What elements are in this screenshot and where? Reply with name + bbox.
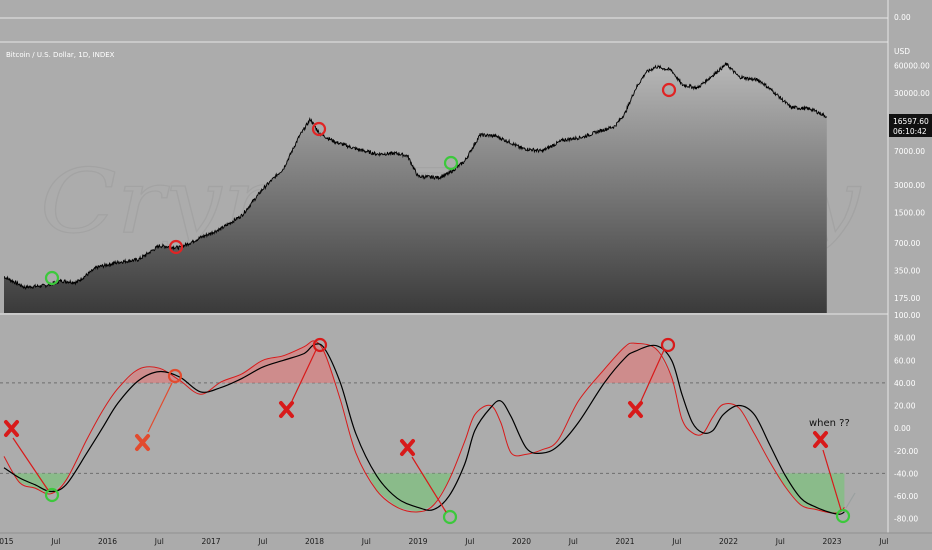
- oscillator-zone: [594, 343, 673, 383]
- price-axis-ticks: 60000.00 30000.00 7000.00 3000.00 1500.00 700…: [894, 61, 930, 303]
- price-tick-label: 700.00: [894, 239, 920, 248]
- cross-marker-2016: [135, 434, 150, 451]
- time-tick-label: 2019: [408, 537, 427, 546]
- oscillator-tick-label: -40.00: [894, 469, 918, 478]
- time-tick-label: 2020: [512, 537, 531, 546]
- time-tick-label: 2016: [98, 537, 117, 546]
- time-axis: [0, 534, 932, 550]
- cross-marker-2015: [4, 420, 19, 437]
- time-tick-label: 2018: [305, 537, 324, 546]
- oscillator-lines: [3, 340, 845, 515]
- top-circle-2021: [661, 82, 677, 98]
- cross-marker-2019: [400, 439, 415, 456]
- arrow-2019: [411, 456, 447, 513]
- oscillator-reference-lines: [0, 382, 888, 474]
- osc-bottom-circle-2019: [442, 509, 458, 525]
- chart-title: Bitcoin / U.S. Dollar, 1D, INDEX: [6, 51, 115, 59]
- price-tick-label: 60000.00: [894, 61, 930, 70]
- time-axis-ticks: 2015 Jul 2016 Jul 2017 Jul 2018 Jul 2019 Jul 2020 J…: [0, 537, 888, 546]
- time-tick-label: 2017: [201, 537, 220, 546]
- arrow-2018: [291, 349, 317, 402]
- arrow-2021: [640, 349, 665, 402]
- oscillator-zone: [124, 368, 182, 383]
- cross-marker-2018: [279, 401, 294, 418]
- price-badge-timer: 06:10:42: [893, 127, 927, 136]
- price-badge-value: 16597.60: [893, 117, 929, 126]
- osc-bottom-circle-2015: [44, 487, 60, 503]
- arrow-2015: [12, 437, 49, 491]
- oscillator-zone: [777, 473, 845, 513]
- price-line: [4, 61, 828, 291]
- oscillator-tick-label: -80.00: [894, 515, 918, 524]
- oscillator-tick-label: 20.00: [894, 402, 916, 411]
- time-tick-label: Jul: [257, 537, 267, 546]
- price-tick-label: 175.00: [894, 294, 920, 303]
- annotation-arrows: [12, 349, 856, 513]
- oscillator-tick-label: 60.00: [894, 356, 916, 365]
- time-tick-label: 2021: [615, 537, 634, 546]
- top-circle-2018: [311, 121, 327, 137]
- cross-marker-2021: [628, 401, 643, 418]
- osc-top-circle-2018: [312, 337, 328, 353]
- time-tick-label: Jul: [50, 537, 60, 546]
- top-strip-tick: 0.00: [894, 13, 911, 22]
- oscillator-tick-label: -20.00: [894, 447, 918, 456]
- oscillator-zone: [368, 473, 451, 512]
- price-tick-label: 1500.00: [894, 209, 925, 218]
- osc-top-circle-2016: [167, 368, 183, 384]
- time-tick-label: Jul: [464, 537, 474, 546]
- price-tick-label: 3000.00: [894, 181, 925, 190]
- time-tick-label: Jul: [154, 537, 164, 546]
- oscillator-zone: [14, 473, 69, 494]
- price-area-fill: [4, 62, 827, 313]
- time-tick-label: Jul: [671, 537, 681, 546]
- time-tick-label: 2023: [822, 537, 841, 546]
- osc-top-circle-2021: [660, 337, 676, 353]
- time-tick-label: Jul: [775, 537, 785, 546]
- arrow-2023-tail: [845, 492, 856, 509]
- oscillator-tick-label: 80.00: [894, 334, 916, 343]
- oscillator-tick-label: 100.00: [894, 311, 920, 320]
- price-tick-label: 7000.00: [894, 147, 925, 156]
- oscillator-line-black: [3, 343, 845, 515]
- time-tick-label: Jul: [361, 537, 371, 546]
- oscillator-zone-fills: [14, 341, 845, 513]
- bottom-circle-2019: [443, 155, 459, 171]
- oscillator-axis-ticks: 100.00 80.00 60.00 40.00 20.00 0.00 -20.00 -40.…: [894, 311, 920, 524]
- price-tick-label: 350.00: [894, 267, 920, 276]
- top-circle-2016: [168, 239, 184, 255]
- osc-bottom-circle-2023: [835, 508, 851, 524]
- oscillator-tick-label: 40.00: [894, 379, 916, 388]
- time-tick-label: 2015: [0, 537, 14, 546]
- bottom-circle-2015: [44, 270, 60, 286]
- oscillator-line-red: [3, 340, 845, 514]
- arrow-2023: [822, 449, 842, 511]
- arrow-2016: [147, 382, 173, 433]
- price-unit-label: USD: [894, 47, 910, 56]
- price-tick-label: 30000.00: [894, 89, 930, 98]
- oscillator-tick-label: -60.00: [894, 492, 918, 501]
- time-tick-label: 2022: [719, 537, 738, 546]
- time-tick-label: Jul: [568, 537, 578, 546]
- oscillator-tick-label: 0.00: [894, 424, 911, 433]
- when-label: when ??: [809, 418, 850, 429]
- cross-markers: [4, 401, 828, 456]
- price-badge: 16597.60 06:10:42: [889, 114, 932, 137]
- cycle-circles: [44, 82, 851, 525]
- cross-marker-2023: [813, 431, 828, 448]
- top-strip: [0, 0, 888, 42]
- time-tick-label: Jul: [878, 537, 888, 546]
